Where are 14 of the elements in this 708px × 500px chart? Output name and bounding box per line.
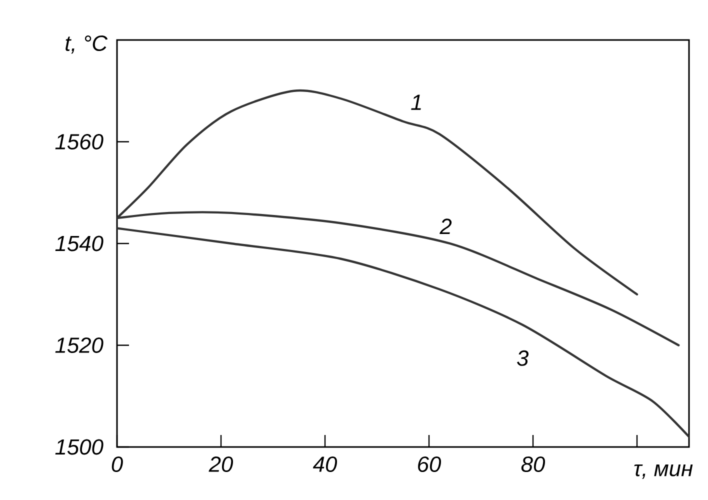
y-axis-title: t, °C (66, 36, 108, 54)
x-tick-label: 60 (418, 456, 442, 472)
series-label: 3 (517, 350, 529, 366)
series-label: 1 (411, 94, 421, 110)
x-tick-label: 0 (112, 456, 123, 472)
y-tick-label: 1500 (55, 439, 104, 455)
y-tick-label: 1540 (55, 236, 104, 252)
y-tick-label: 1560 (55, 134, 104, 150)
x-tick-label: 40 (312, 456, 338, 472)
x-axis-title: τ, мин (634, 464, 693, 479)
x-tick-label: 80 (521, 456, 546, 472)
y-tick-label: 1520 (55, 337, 104, 353)
series-label: 2 (440, 218, 452, 234)
x-tick-label: 20 (208, 456, 234, 472)
